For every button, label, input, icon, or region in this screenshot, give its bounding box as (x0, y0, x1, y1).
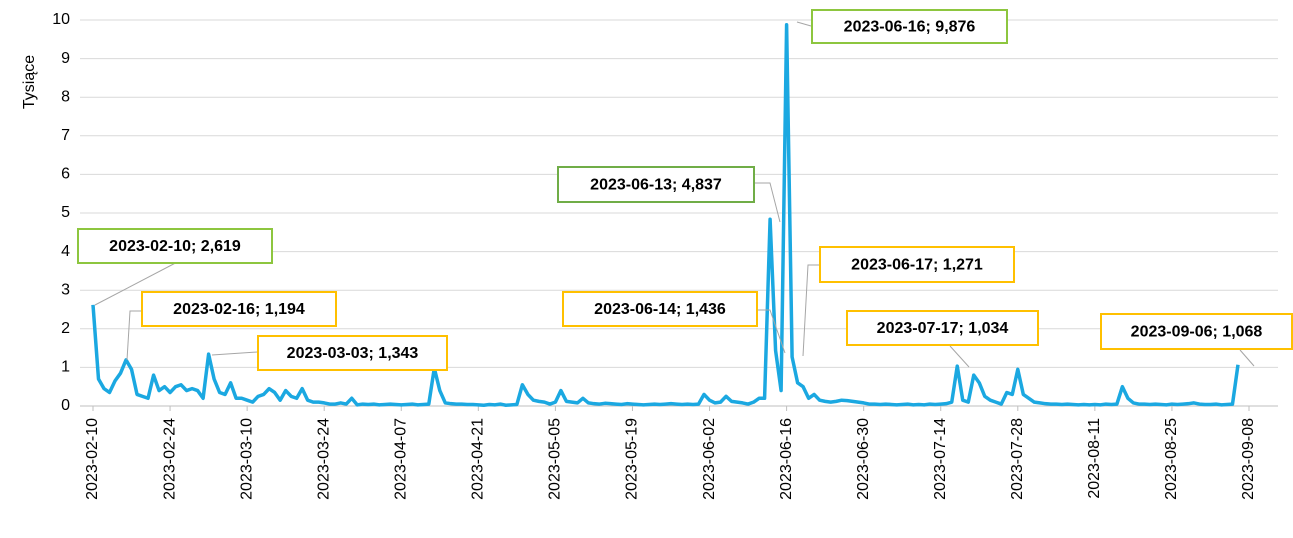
y-tick-label: 5 (61, 204, 70, 221)
y-tick-label: 7 (61, 127, 70, 144)
x-tick-label: 2023-03-10 (238, 418, 255, 500)
y-tick-label: 1 (61, 359, 70, 376)
annotation-box (846, 310, 1039, 346)
annotation-text: 2023-02-16; 1,194 (173, 301, 305, 318)
y-tick-label: 10 (52, 11, 70, 28)
annotation-text: 2023-06-13; 4,837 (590, 177, 722, 194)
y-tick-label: 2 (61, 320, 70, 337)
x-tick-label: 2023-06-30 (855, 418, 872, 500)
y-tick-label: 8 (61, 88, 70, 105)
annotation-leader (758, 309, 786, 354)
annotation-box (557, 166, 755, 203)
y-tick-label: 0 (61, 397, 70, 414)
annotation-text: 2023-03-03; 1,343 (287, 345, 419, 362)
annotation-text: 2023-07-17; 1,034 (877, 320, 1009, 337)
y-tick-label: 6 (61, 166, 70, 183)
annotation-text: 2023-06-17; 1,271 (851, 257, 983, 274)
annotation-leader (796, 21, 812, 27)
y-axis-label: Tysiące (21, 55, 38, 109)
annotation-box (257, 335, 448, 371)
y-tick-label: 4 (61, 243, 70, 260)
annotation-leader (755, 182, 781, 223)
annotation-box (562, 291, 758, 327)
annotation-leader (94, 257, 186, 306)
y-tick-label: 3 (61, 281, 70, 298)
x-tick-label: 2023-08-25 (1163, 418, 1180, 500)
annotation-box (1100, 313, 1293, 350)
x-tick-label: 2023-06-16 (778, 418, 795, 500)
annotation-leader (211, 351, 258, 356)
x-tick-label: 2023-07-28 (1009, 418, 1026, 500)
annotation-box (141, 291, 337, 327)
x-tick-label: 2023-03-24 (315, 418, 332, 500)
x-tick-label: 2023-06-02 (701, 418, 718, 500)
x-tick-label: 2023-07-14 (932, 418, 949, 500)
annotation-text: 2023-02-10; 2,619 (109, 238, 241, 255)
annotation-box (811, 9, 1008, 44)
annotation-box (819, 246, 1015, 283)
x-tick-label: 2023-04-21 (470, 418, 487, 500)
x-tick-label: 2023-05-05 (547, 418, 564, 500)
x-tick-label: 2023-04-07 (392, 418, 409, 500)
annotation-text: 2023-06-16; 9,876 (844, 19, 976, 36)
x-tick-label: 2023-08-11 (1086, 418, 1103, 499)
annotation-leader (802, 264, 819, 357)
x-tick-label: 2023-02-24 (161, 418, 178, 500)
annotation-box (77, 228, 273, 264)
annotation-leader (126, 310, 141, 361)
y-tick-label: 9 (61, 50, 70, 67)
x-tick-label: 2023-05-19 (624, 418, 641, 500)
data-line (91, 23, 1240, 407)
annotation-text: 2023-06-14; 1,436 (594, 301, 726, 318)
annotation-leader (949, 345, 970, 368)
x-tick-label: 2023-09-08 (1240, 418, 1257, 500)
x-tick-label: 2023-02-10 (84, 418, 101, 500)
annotation-text: 2023-09-06; 1,068 (1131, 324, 1263, 341)
annotation-leader (1239, 349, 1255, 367)
